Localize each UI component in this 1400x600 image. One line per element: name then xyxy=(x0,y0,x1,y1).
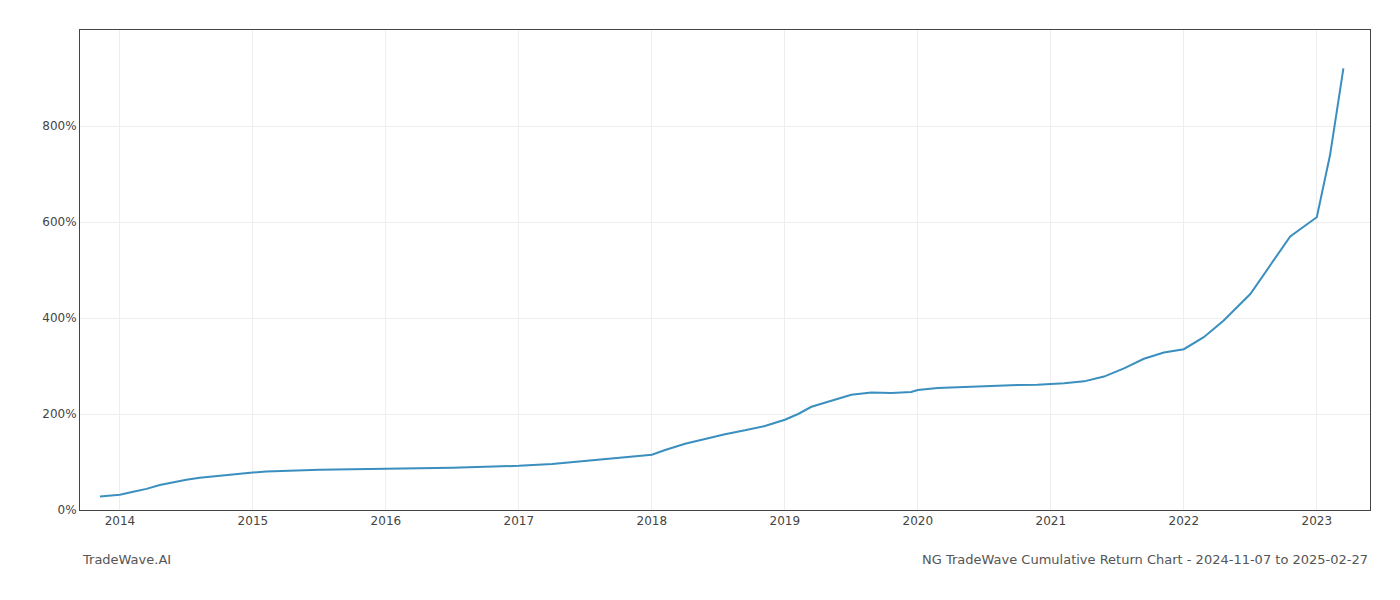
svg-text:2021: 2021 xyxy=(1036,514,1067,528)
svg-text:2023: 2023 xyxy=(1302,514,1333,528)
svg-text:0%: 0% xyxy=(58,503,77,517)
svg-text:2017: 2017 xyxy=(504,514,535,528)
svg-text:2020: 2020 xyxy=(903,514,934,528)
svg-text:800%: 800% xyxy=(42,119,76,133)
svg-text:400%: 400% xyxy=(42,311,76,325)
svg-text:2022: 2022 xyxy=(1169,514,1200,528)
svg-text:600%: 600% xyxy=(42,215,76,229)
svg-text:2018: 2018 xyxy=(637,514,668,528)
svg-text:NG TradeWave Cumulative Return: NG TradeWave Cumulative Return Chart - 2… xyxy=(922,552,1368,567)
svg-text:2016: 2016 xyxy=(371,514,402,528)
svg-text:2019: 2019 xyxy=(770,514,801,528)
svg-text:2015: 2015 xyxy=(238,514,269,528)
svg-text:2014: 2014 xyxy=(105,514,136,528)
svg-text:TradeWave.AI: TradeWave.AI xyxy=(82,552,171,567)
svg-text:200%: 200% xyxy=(42,407,76,421)
